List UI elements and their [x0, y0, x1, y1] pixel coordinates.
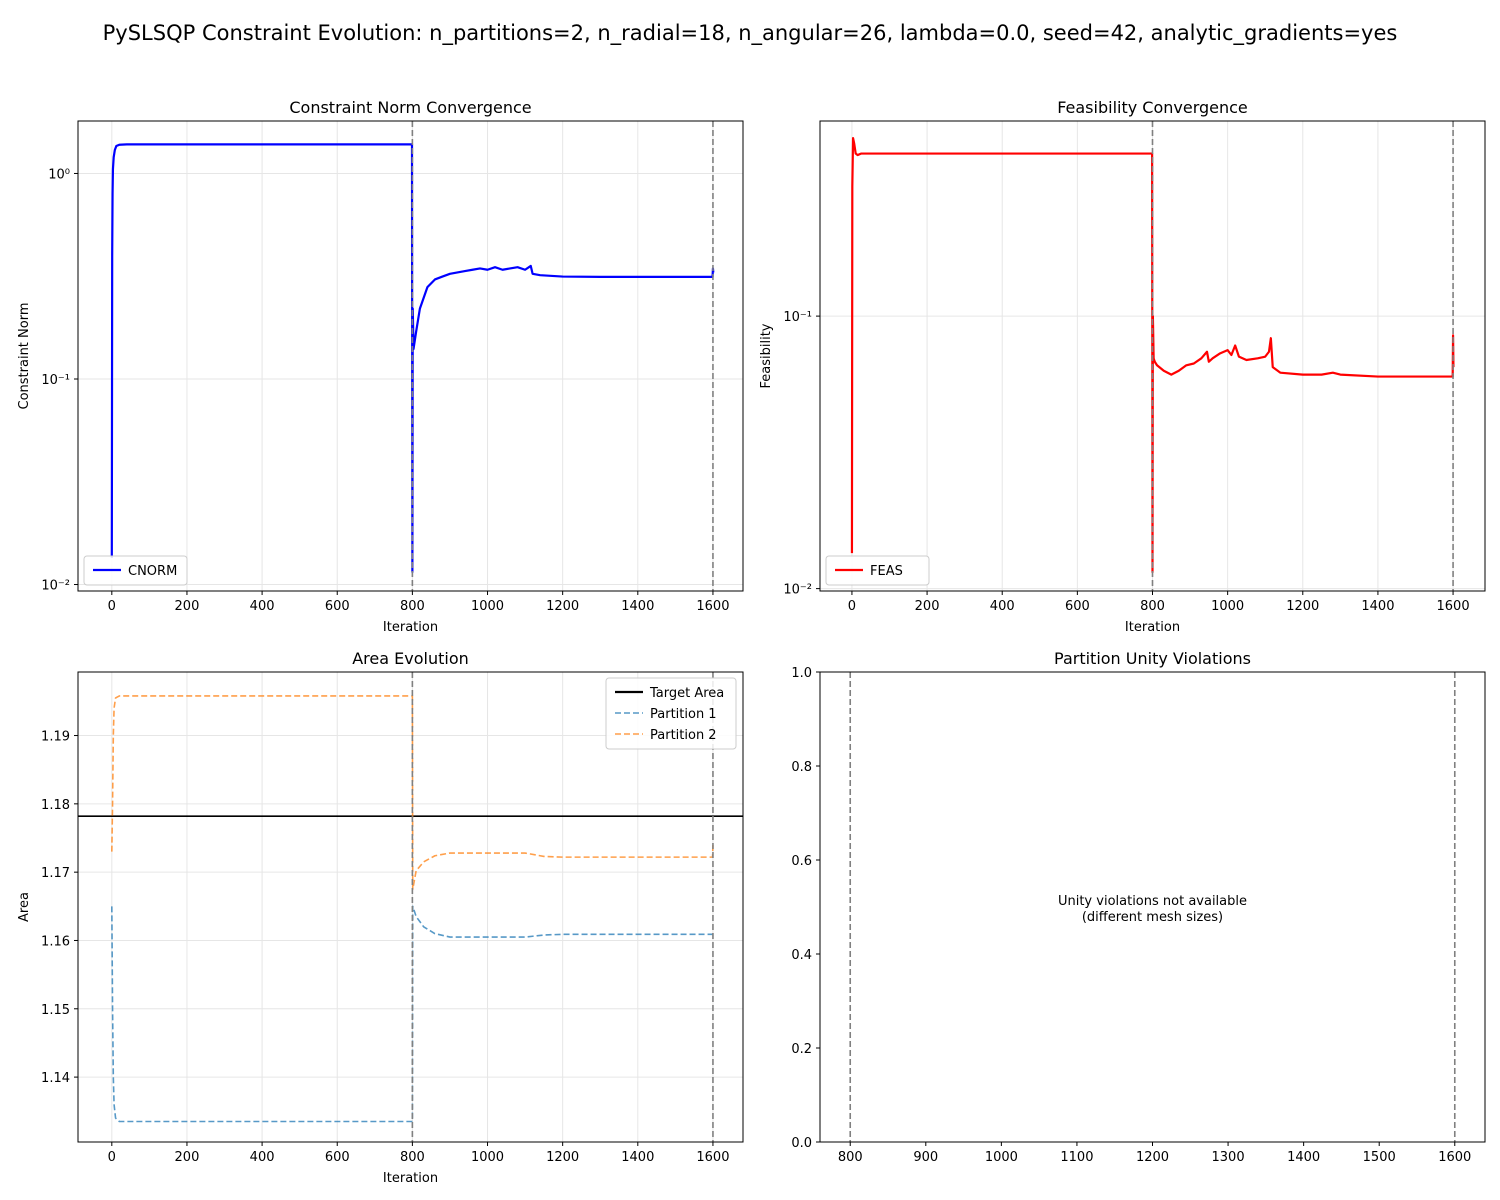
x-tick-label: 1400: [1287, 1150, 1320, 1165]
y-tick-label: 1.15: [41, 1003, 70, 1018]
y-tick-label: 0.0: [791, 1136, 812, 1151]
y-tick-label: 0.2: [791, 1042, 812, 1057]
legend: FEAS: [825, 555, 930, 586]
x-tick-label: 600: [325, 1150, 350, 1165]
y-axis-label: Constraint Norm: [17, 303, 32, 410]
y-tick-label: 1.19: [41, 730, 70, 745]
y-axis-label: Feasibility: [759, 323, 774, 388]
legend: Target Area Partition 1 Partition 2: [605, 677, 737, 750]
x-tick-label: 0: [848, 599, 856, 614]
x-tick-label: 1200: [546, 1150, 579, 1165]
y-tick-label: 10⁻¹: [41, 373, 70, 388]
legend: CNORM: [83, 555, 188, 586]
y-tick-label: 0.4: [791, 948, 812, 963]
legend-label: FEAS: [870, 564, 903, 579]
legend-label: Partition 1: [650, 707, 717, 722]
y-tick-label: 0.6: [791, 854, 812, 869]
x-tick-label: 1000: [985, 1150, 1018, 1165]
x-tick-label: 1200: [546, 599, 579, 614]
x-tick-label: 1100: [1060, 1150, 1093, 1165]
plot-area: [110, 143, 715, 574]
y-tick-label: 10⁻¹: [783, 310, 812, 325]
x-tick-label: 200: [175, 599, 200, 614]
x-tick-label: 600: [325, 599, 350, 614]
axes-frame: [77, 120, 744, 592]
x-tick-label: 1600: [1438, 1150, 1471, 1165]
x-tick-label: 1600: [1437, 599, 1470, 614]
x-tick-label: 1400: [621, 1150, 654, 1165]
y-tick-label: 1.14: [41, 1071, 70, 1086]
x-tick-label: 1200: [1286, 599, 1319, 614]
chart-area-evolution: 0 200 400 600 800 1000 1200 1400 1600 1.14 1.15 1.1…: [17, 649, 744, 1186]
x-tick-label: 600: [1065, 599, 1090, 614]
chart-unity-violations: 800 900 1000 1100 1200 1300 1400 1500 1600 0.0 0.2…: [791, 649, 1486, 1165]
x-tick-label: 800: [400, 599, 425, 614]
y-tick-label: 0.8: [791, 760, 812, 775]
x-tick-label: 1200: [1136, 1150, 1169, 1165]
series-line-1: [111, 905, 714, 1123]
unavailable-message-line1: Unity violations not available: [1058, 894, 1247, 909]
x-tick-label: 1600: [696, 1150, 729, 1165]
unavailable-message-line2: (different mesh sizes): [1082, 910, 1223, 925]
chart-title: Feasibility Convergence: [1057, 98, 1248, 117]
x-tick-label: 200: [915, 599, 940, 614]
x-axis-label: Iteration: [1125, 620, 1180, 635]
plot-area: [850, 137, 1455, 574]
y-tick-label: 1.18: [41, 798, 70, 813]
y-tick-label: 1.17: [41, 866, 70, 881]
x-tick-label: 400: [250, 1150, 275, 1165]
x-tick-label: 400: [990, 599, 1015, 614]
chart-constraint-norm: 0 200 400 600 800 1000 1200 1400 1600 10⁻² 10⁻¹ 10⁰…: [17, 98, 744, 635]
axes-frame: [77, 671, 744, 1143]
series-line-1: [850, 137, 1455, 574]
figure-title: PySLSQP Constraint Evolution: n_partitio…: [103, 21, 1398, 46]
legend-label: CNORM: [128, 564, 177, 579]
x-tick-label: 1000: [1211, 599, 1244, 614]
legend-box: [605, 677, 737, 750]
series-line-1: [110, 143, 715, 574]
y-tick-label: 10⁻²: [783, 583, 812, 598]
x-tick-label: 0: [108, 1150, 116, 1165]
y-tick-label: 1.16: [41, 934, 70, 949]
legend-label: Partition 2: [650, 728, 717, 743]
x-tick-label: 1600: [696, 599, 729, 614]
chart-feasibility: 0 200 400 600 800 1000 1200 1400 1600 10⁻² 10⁻¹ Fea…: [759, 98, 1486, 635]
legend-label: Target Area: [649, 686, 724, 701]
x-axis-label: Iteration: [383, 620, 438, 635]
x-tick-label: 1000: [471, 599, 504, 614]
x-tick-label: 200: [175, 1150, 200, 1165]
x-tick-label: 1000: [471, 1150, 504, 1165]
x-tick-label: 0: [108, 599, 116, 614]
chart-title: Constraint Norm Convergence: [289, 98, 531, 117]
y-tick-label: 10⁻²: [41, 579, 70, 594]
x-tick-label: 400: [250, 599, 275, 614]
x-tick-label: 800: [1140, 599, 1165, 614]
plot-area: [78, 695, 743, 1123]
x-tick-label: 1400: [621, 599, 654, 614]
y-tick-label: 1.0: [791, 666, 812, 681]
y-axis-label: Area: [17, 892, 32, 922]
x-axis-label: Iteration: [383, 1171, 438, 1186]
x-tick-label: 900: [913, 1150, 938, 1165]
chart-title: Area Evolution: [352, 649, 469, 668]
chart-title: Partition Unity Violations: [1054, 649, 1251, 668]
x-tick-label: 1400: [1361, 599, 1394, 614]
x-tick-label: 800: [838, 1150, 863, 1165]
legend-box: [825, 555, 930, 586]
x-tick-label: 1300: [1212, 1150, 1245, 1165]
series-line-2: [111, 695, 714, 891]
x-tick-label: 1500: [1363, 1150, 1396, 1165]
legend-box: [83, 555, 188, 586]
y-tick-label: 10⁰: [48, 167, 70, 182]
x-tick-label: 800: [400, 1150, 425, 1165]
